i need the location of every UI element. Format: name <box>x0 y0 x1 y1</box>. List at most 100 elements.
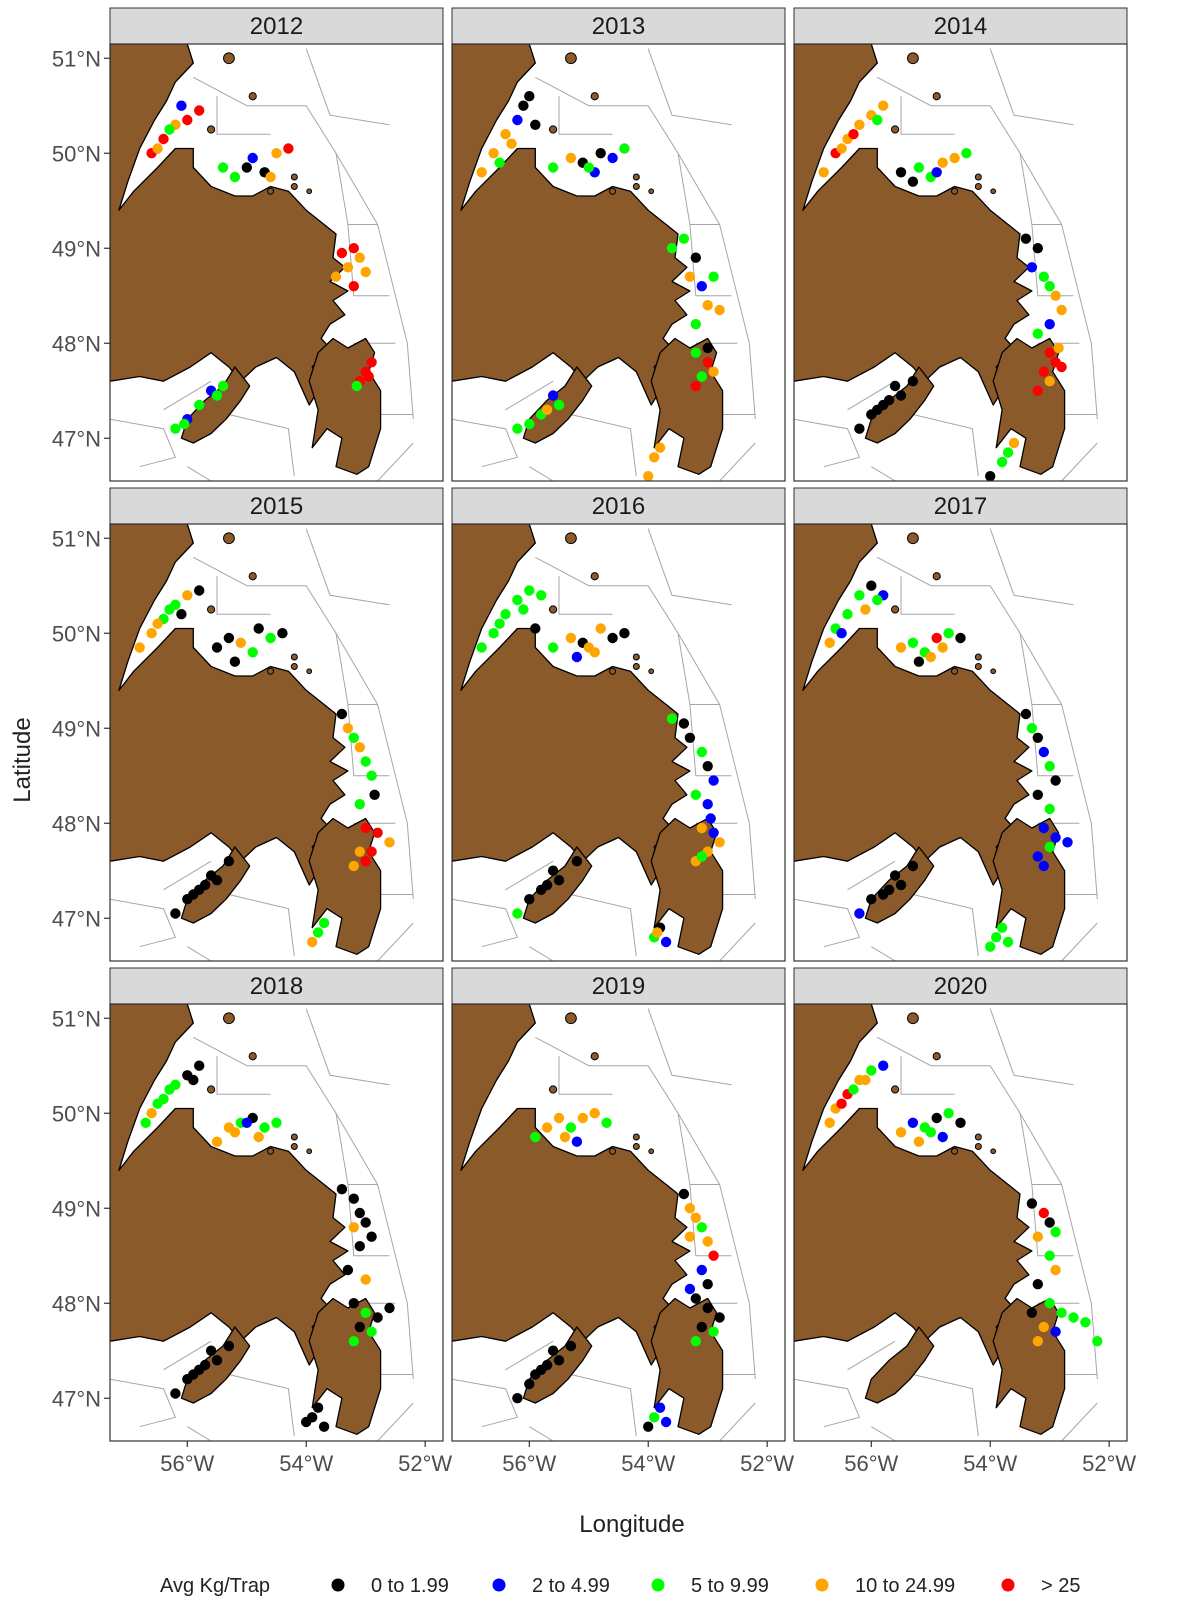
land-island <box>951 667 959 675</box>
catch-point <box>1038 1207 1050 1219</box>
catch-point <box>170 423 181 434</box>
catch-point <box>690 1212 701 1224</box>
boundary-line <box>529 1426 554 1441</box>
land-island <box>609 187 617 195</box>
facet-strip-label: 2012 <box>250 13 303 40</box>
boundary-line <box>677 632 756 900</box>
catch-point <box>1044 841 1055 853</box>
land-island <box>974 1143 982 1150</box>
catch-point <box>524 585 535 596</box>
catch-point <box>931 167 942 178</box>
boundary-line <box>570 1374 637 1437</box>
catch-point <box>205 1345 217 1356</box>
panel-border <box>451 43 786 482</box>
land-island <box>890 605 900 614</box>
legend-label: 0 to 1.99 <box>371 1575 449 1597</box>
y-tick-label: 47°N <box>52 426 101 451</box>
catch-point <box>336 1184 348 1195</box>
catch-point <box>1020 233 1032 244</box>
catch-point <box>363 371 374 382</box>
y-tick-label: 49°N <box>52 1196 101 1221</box>
catch-point <box>985 941 996 952</box>
boundary-line <box>228 414 295 477</box>
land-island <box>548 125 558 134</box>
catch-point <box>500 129 511 140</box>
catch-point <box>512 908 523 919</box>
boundary-line <box>193 1036 378 1185</box>
map-panel: 2014 <box>793 7 1128 482</box>
boundary-line <box>719 442 756 481</box>
catch-point <box>366 1326 377 1337</box>
facet-strip <box>793 487 1128 525</box>
catch-point <box>223 632 235 644</box>
catch-point <box>824 1117 835 1129</box>
boundary-line <box>1019 152 1098 420</box>
legend-label: 2 to 4.99 <box>532 1575 610 1597</box>
catch-point <box>1068 1312 1079 1323</box>
facet-strip <box>451 967 786 1005</box>
catch-point <box>372 1312 383 1323</box>
boundary-line <box>535 76 720 225</box>
y-tick-label: 50°N <box>52 621 101 646</box>
map-layer <box>110 44 414 481</box>
catch-point <box>283 143 294 154</box>
land-island <box>206 605 216 614</box>
land-island <box>907 532 919 545</box>
catch-point <box>643 1421 654 1432</box>
land-island <box>565 52 577 65</box>
catch-point <box>194 1060 205 1071</box>
boundary-line <box>794 418 861 468</box>
catch-point <box>530 623 541 634</box>
catch-point <box>559 1131 571 1143</box>
catch-point <box>1026 262 1038 273</box>
y-tick-label: 49°N <box>52 236 101 261</box>
land-newfoundland <box>452 524 691 886</box>
boundary-line <box>452 1378 519 1428</box>
legend-item: 2 to 4.99 <box>492 1575 610 1597</box>
catch-point <box>571 856 583 867</box>
land-burin-peninsula <box>864 366 935 444</box>
boundary-line <box>505 1340 554 1371</box>
boundary-line <box>558 576 613 615</box>
catch-point <box>354 1207 365 1219</box>
panel-border <box>793 523 1128 962</box>
catch-point <box>553 399 565 411</box>
catch-point <box>1038 366 1050 377</box>
catch-point <box>702 1236 713 1247</box>
boundary-line <box>558 1056 613 1095</box>
catch-point <box>217 380 229 392</box>
map-panel: 2013 <box>451 7 786 482</box>
map-layer <box>794 1004 1103 1441</box>
catch-point <box>301 1416 312 1428</box>
land-island <box>990 188 997 195</box>
catch-point <box>360 856 371 867</box>
boundary-line <box>377 1402 414 1441</box>
catch-point <box>488 628 499 639</box>
panel-grid: 2012 47°N 48°N 49°N 50°N 51°N 2013 2014 2015 47°N… <box>52 7 1136 1476</box>
map-layer <box>110 1004 414 1441</box>
boundary-line <box>570 894 637 957</box>
catch-point <box>619 143 630 154</box>
catch-point <box>1050 1264 1061 1276</box>
catch-point <box>211 390 223 401</box>
catch-point <box>949 152 960 164</box>
facet-strip-label: 2016 <box>592 493 645 520</box>
catch-point <box>488 148 499 159</box>
catch-point <box>1032 328 1044 339</box>
land-newfoundland <box>110 44 349 406</box>
catch-point <box>889 380 901 392</box>
boundary-line <box>163 380 212 411</box>
catch-point <box>1002 936 1014 948</box>
panel-border <box>793 43 1128 482</box>
catch-point <box>690 1293 701 1304</box>
catch-point <box>883 884 895 895</box>
land-island <box>248 1052 257 1061</box>
x-tick-label: 56°W <box>844 1451 898 1476</box>
catch-point <box>188 1074 199 1086</box>
catch-point <box>571 1136 583 1147</box>
catch-point <box>571 651 583 663</box>
legend-item: 5 to 9.99 <box>651 1575 769 1597</box>
land-island <box>974 663 982 670</box>
catch-point <box>494 618 505 629</box>
